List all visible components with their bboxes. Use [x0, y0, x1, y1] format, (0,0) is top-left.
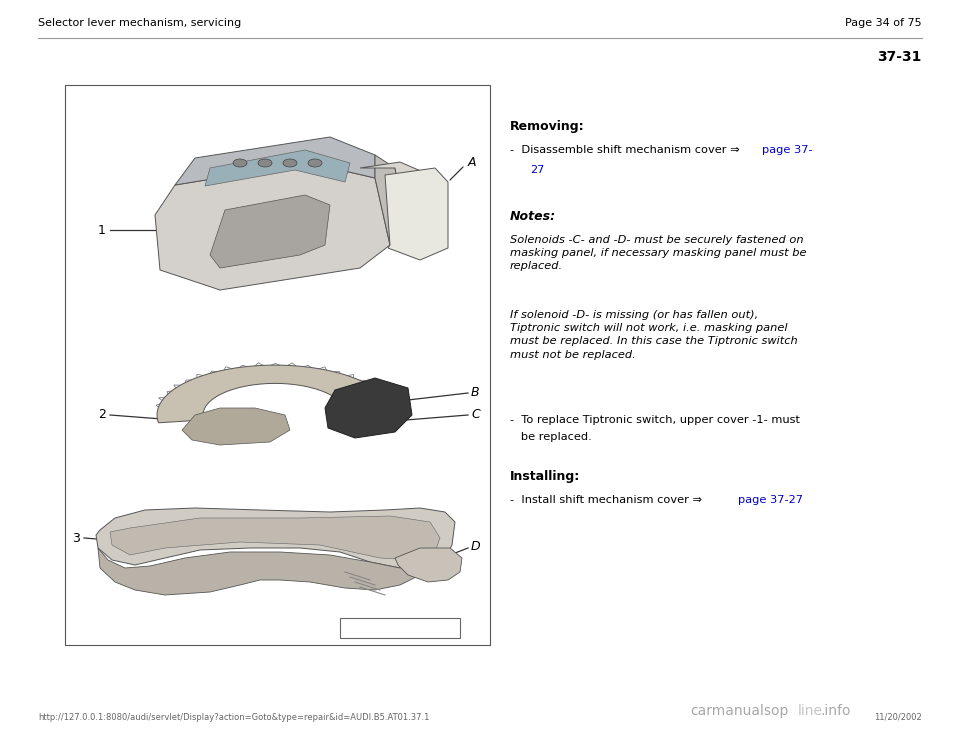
- Polygon shape: [385, 168, 448, 260]
- Polygon shape: [182, 408, 290, 445]
- Polygon shape: [395, 548, 462, 582]
- Text: Notes:: Notes:: [510, 210, 556, 223]
- Text: Removing:: Removing:: [510, 120, 585, 133]
- Ellipse shape: [308, 159, 322, 167]
- Polygon shape: [110, 516, 440, 560]
- Text: 1: 1: [98, 223, 106, 237]
- Text: .info: .info: [820, 704, 851, 718]
- Text: -  Disassemble shift mechanism cover ⇒: - Disassemble shift mechanism cover ⇒: [510, 145, 743, 155]
- Text: Selector lever mechanism, servicing: Selector lever mechanism, servicing: [38, 18, 241, 28]
- Text: http://127.0.0.1:8080/audi/servlet/Display?action=Goto&type=repair&id=AUDI.B5.AT: http://127.0.0.1:8080/audi/servlet/Displ…: [38, 713, 429, 722]
- Ellipse shape: [233, 159, 247, 167]
- Bar: [65, 85, 490, 645]
- Text: page 37-: page 37-: [762, 145, 812, 155]
- Text: A: A: [468, 157, 476, 169]
- Text: be replaced.: be replaced.: [510, 432, 591, 442]
- Polygon shape: [210, 195, 330, 268]
- Text: B: B: [471, 386, 480, 398]
- Ellipse shape: [258, 159, 272, 167]
- Text: 11/20/2002: 11/20/2002: [875, 713, 922, 722]
- Text: Installing:: Installing:: [510, 470, 580, 483]
- Text: 37-31: 37-31: [877, 50, 922, 64]
- Text: 3: 3: [72, 531, 80, 545]
- FancyBboxPatch shape: [340, 618, 460, 638]
- Text: Page 34 of 75: Page 34 of 75: [846, 18, 922, 28]
- Text: A37-0431: A37-0431: [374, 623, 425, 633]
- Text: page 37-27: page 37-27: [738, 495, 803, 505]
- Polygon shape: [96, 508, 455, 568]
- Polygon shape: [175, 137, 375, 185]
- Text: carmanualsop: carmanualsop: [690, 704, 788, 718]
- Text: 27: 27: [530, 165, 544, 175]
- Text: line: line: [798, 704, 823, 718]
- Text: -  To replace Tiptronic switch, upper cover -1- must: - To replace Tiptronic switch, upper cov…: [510, 415, 800, 425]
- Polygon shape: [375, 155, 405, 245]
- Polygon shape: [205, 150, 350, 186]
- Text: Solenoids -C- and -D- must be securely fastened on
masking panel, if necessary m: Solenoids -C- and -D- must be securely f…: [510, 235, 806, 272]
- Polygon shape: [98, 548, 445, 595]
- Text: D: D: [471, 540, 481, 554]
- Polygon shape: [155, 163, 390, 290]
- Polygon shape: [157, 365, 380, 423]
- Polygon shape: [360, 162, 435, 248]
- Text: 2: 2: [98, 409, 106, 421]
- Text: -  Install shift mechanism cover ⇒: - Install shift mechanism cover ⇒: [510, 495, 706, 505]
- Polygon shape: [325, 378, 412, 438]
- Text: If solenoid -D- is missing (or has fallen out),
Tiptronic switch will not work, : If solenoid -D- is missing (or has falle…: [510, 310, 798, 360]
- Text: C: C: [471, 407, 480, 421]
- Ellipse shape: [283, 159, 297, 167]
